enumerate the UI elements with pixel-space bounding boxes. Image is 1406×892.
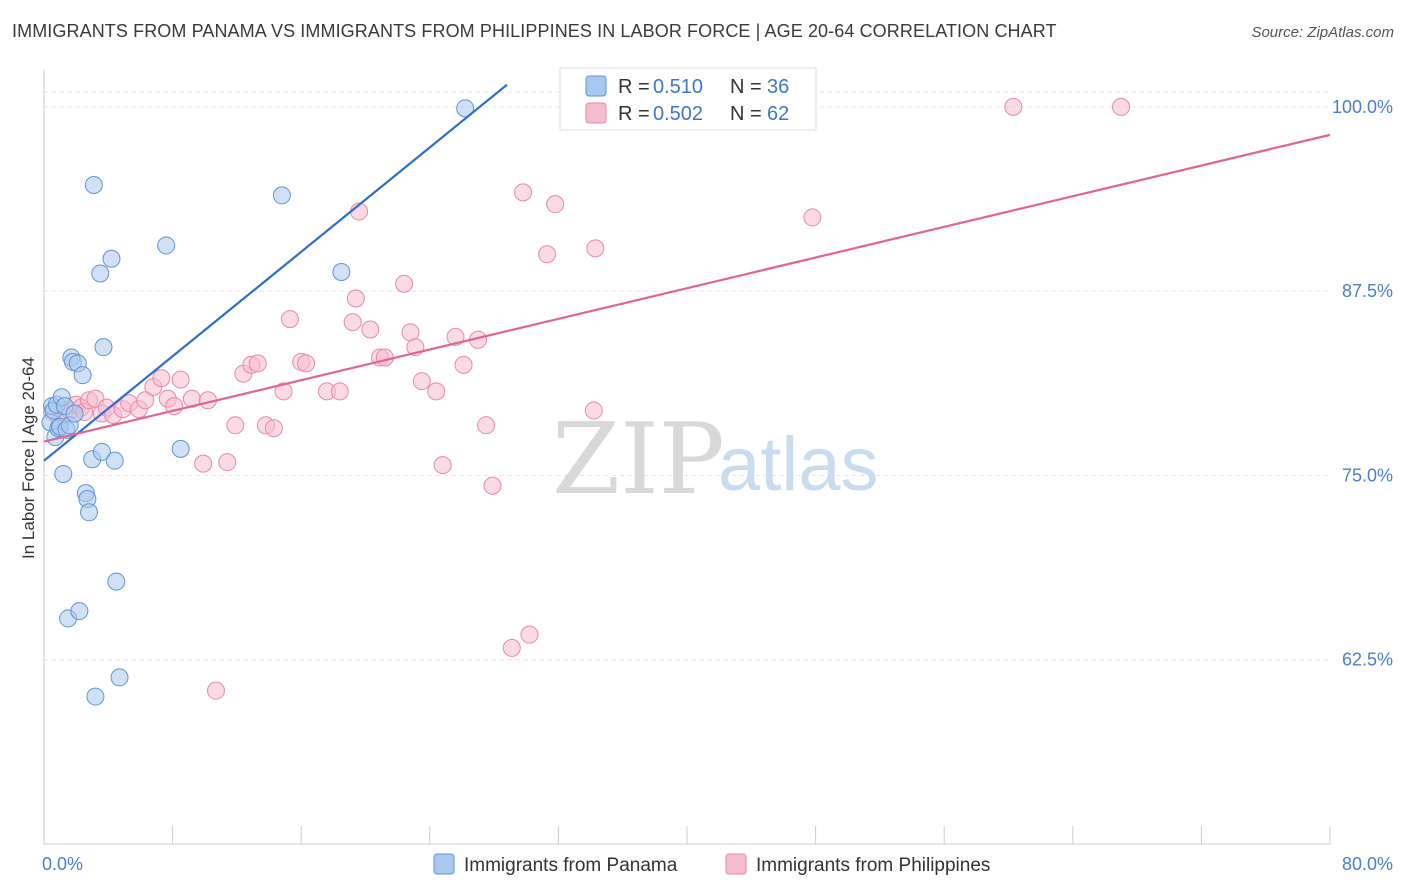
point-panama-35 <box>332 262 351 281</box>
y-tick-label-0: 62.5% <box>1342 650 1393 670</box>
point-philippines-64 <box>1112 97 1131 116</box>
bottom-legend-label-philippines: Immigrants from Philippines <box>756 855 990 876</box>
point-philippines-38 <box>343 313 362 332</box>
legend-n-label-philippines: N = <box>730 103 762 125</box>
point-philippines-41 <box>361 320 380 339</box>
point-panama-24 <box>86 687 105 706</box>
legend-r-value-philippines: 0.502 <box>653 103 703 125</box>
point-philippines-61 <box>586 239 605 258</box>
bottom-legend: Immigrants from Panama Immigrants from P… <box>433 853 990 876</box>
series-panama <box>41 99 475 706</box>
legend-r-label-philippines: R = <box>618 103 650 125</box>
point-philippines-20 <box>171 370 190 389</box>
point-philippines-57 <box>520 625 539 644</box>
x-tick-label-min: 0.0% <box>42 854 83 874</box>
point-panama-34 <box>272 186 291 205</box>
trend-line-philippines <box>43 133 1331 443</box>
point-philippines-58 <box>538 245 557 264</box>
point-philippines-29 <box>248 354 267 373</box>
point-philippines-37 <box>330 382 349 401</box>
y-tick-label-1: 75.0% <box>1342 465 1393 485</box>
point-philippines-33 <box>280 310 299 329</box>
point-philippines-51 <box>454 355 473 374</box>
legend-r-value-panama: 0.510 <box>653 76 703 98</box>
point-panama-33 <box>171 439 190 458</box>
point-philippines-25 <box>218 453 237 472</box>
point-panama-28 <box>102 249 121 268</box>
point-panama-17 <box>70 602 89 621</box>
legend-swatch-panama <box>585 75 607 97</box>
bottom-legend-label-panama: Immigrants from Panama <box>464 855 678 876</box>
point-philippines-48 <box>427 382 446 401</box>
point-panama-25 <box>91 264 110 283</box>
point-panama-18 <box>73 366 92 385</box>
point-panama-26 <box>92 442 111 461</box>
point-panama-15 <box>65 404 84 423</box>
watermark-zip: ZIP <box>552 403 725 517</box>
point-philippines-63 <box>1004 97 1023 116</box>
series-philippines <box>43 97 1131 700</box>
legend-r-label-panama: R = <box>618 76 650 98</box>
point-philippines-53 <box>477 416 496 435</box>
y-axis-tick-labels: 62.5% 75.0% 87.5% 100.0% <box>1332 97 1393 670</box>
point-panama-23 <box>84 175 103 194</box>
point-philippines-56 <box>514 183 533 202</box>
point-philippines-43 <box>375 348 394 367</box>
legend-n-value-panama: 36 <box>767 76 789 98</box>
point-philippines-17 <box>152 369 171 388</box>
legend-swatch-philippines <box>585 102 607 124</box>
point-philippines-22 <box>194 454 213 473</box>
point-philippines-31 <box>264 419 283 438</box>
point-panama-8 <box>54 464 73 483</box>
point-philippines-49 <box>433 456 452 475</box>
point-panama-30 <box>107 572 126 591</box>
point-philippines-15 <box>136 391 155 410</box>
point-panama-27 <box>94 338 113 357</box>
point-philippines-47 <box>412 372 431 391</box>
y-axis-label: In Labor Force | Age 20-64 <box>19 357 38 559</box>
source-credit: Source: ZipAtlas.com <box>1251 24 1394 41</box>
legend-n-value-philippines: 62 <box>767 103 789 125</box>
trend-lines <box>43 83 1331 462</box>
point-panama-31 <box>110 668 129 687</box>
point-panama-36 <box>456 99 475 118</box>
bottom-legend-swatch-philippines <box>725 853 747 875</box>
legend-n-label-panama: N = <box>730 76 762 98</box>
point-philippines-39 <box>346 289 365 308</box>
chart-title: IMMIGRANTS FROM PANAMA VS IMMIGRANTS FRO… <box>12 21 1057 41</box>
watermark: ZIP atlas <box>552 403 879 517</box>
point-philippines-32 <box>274 382 293 401</box>
point-panama-32 <box>157 236 176 255</box>
point-philippines-60 <box>584 401 603 420</box>
trend-line-panama <box>43 83 508 462</box>
point-philippines-26 <box>226 416 245 435</box>
point-panama-29 <box>105 451 124 470</box>
point-philippines-54 <box>483 476 502 495</box>
point-philippines-35 <box>297 354 316 373</box>
watermark-atlas: atlas <box>718 422 879 507</box>
point-philippines-59 <box>546 195 565 214</box>
bottom-legend-swatch-panama <box>433 853 455 875</box>
y-tick-label-2: 87.5% <box>1342 281 1393 301</box>
stats-legend: R = 0.510 N = 36 R = 0.502 N = 62 <box>559 67 817 131</box>
x-axis-ticks <box>43 826 1331 844</box>
point-philippines-44 <box>395 274 414 293</box>
point-philippines-24 <box>207 681 226 700</box>
point-philippines-62 <box>803 208 822 227</box>
point-philippines-55 <box>502 638 521 657</box>
y-tick-label-3: 100.0% <box>1332 97 1393 117</box>
point-panama-21 <box>80 503 99 522</box>
point-philippines-50 <box>446 327 465 346</box>
x-tick-label-max: 80.0% <box>1342 854 1393 874</box>
